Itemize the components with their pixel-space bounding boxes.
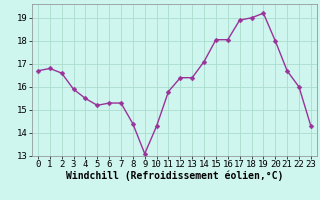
X-axis label: Windchill (Refroidissement éolien,°C): Windchill (Refroidissement éolien,°C) [66,171,283,181]
